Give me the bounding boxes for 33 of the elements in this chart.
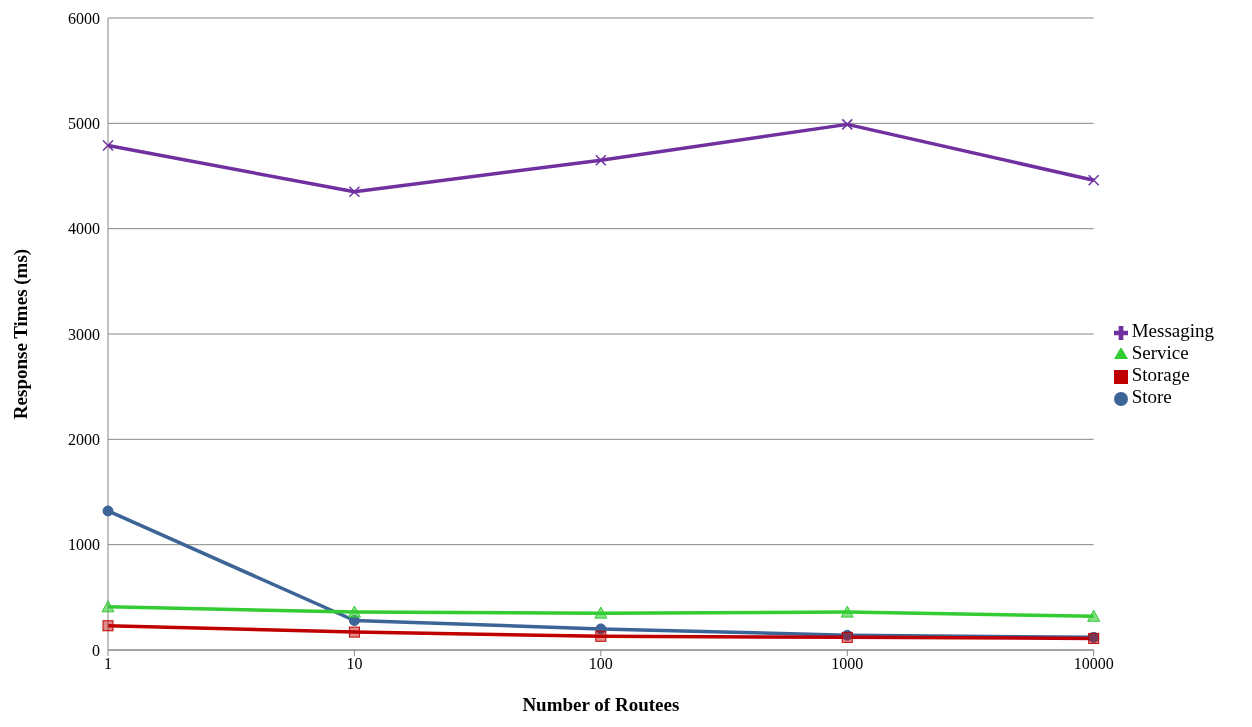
point (595, 623, 607, 635)
point (840, 605, 854, 618)
y-tick-label: 4000 (68, 220, 100, 238)
y-axis-title: Response Times (ms) (9, 248, 32, 420)
point (595, 630, 607, 642)
y-tick-label: 3000 (68, 325, 100, 343)
point (102, 505, 114, 517)
x-tick-label: 10 (346, 655, 363, 673)
legend-label: Messaging (1131, 320, 1214, 341)
point (595, 154, 607, 166)
x-tick-label: 100 (588, 655, 613, 673)
point (594, 606, 608, 619)
y-tick-label: 5000 (68, 115, 100, 133)
legend-label: Service (1131, 342, 1189, 363)
point (102, 620, 114, 632)
point (841, 118, 853, 131)
x-tick-label: 1 (104, 655, 112, 673)
y-tick-label: 6000 (68, 9, 100, 27)
point (102, 139, 114, 152)
y-tick-label: 1000 (68, 536, 100, 554)
point (348, 186, 361, 198)
point (348, 615, 360, 627)
legend-label: Storage (1131, 364, 1190, 385)
x-tick-label: 10000 (1073, 655, 1114, 673)
point (347, 605, 361, 618)
y-tick-label: 2000 (68, 431, 100, 449)
y-tick-label: 0 (92, 641, 100, 659)
point (348, 626, 360, 638)
point (1087, 609, 1101, 622)
legend-label: Store (1131, 386, 1172, 407)
x-axis-title: Number of Routees (522, 694, 680, 716)
point (101, 600, 115, 613)
x-tick-label: 1000 (831, 655, 864, 673)
